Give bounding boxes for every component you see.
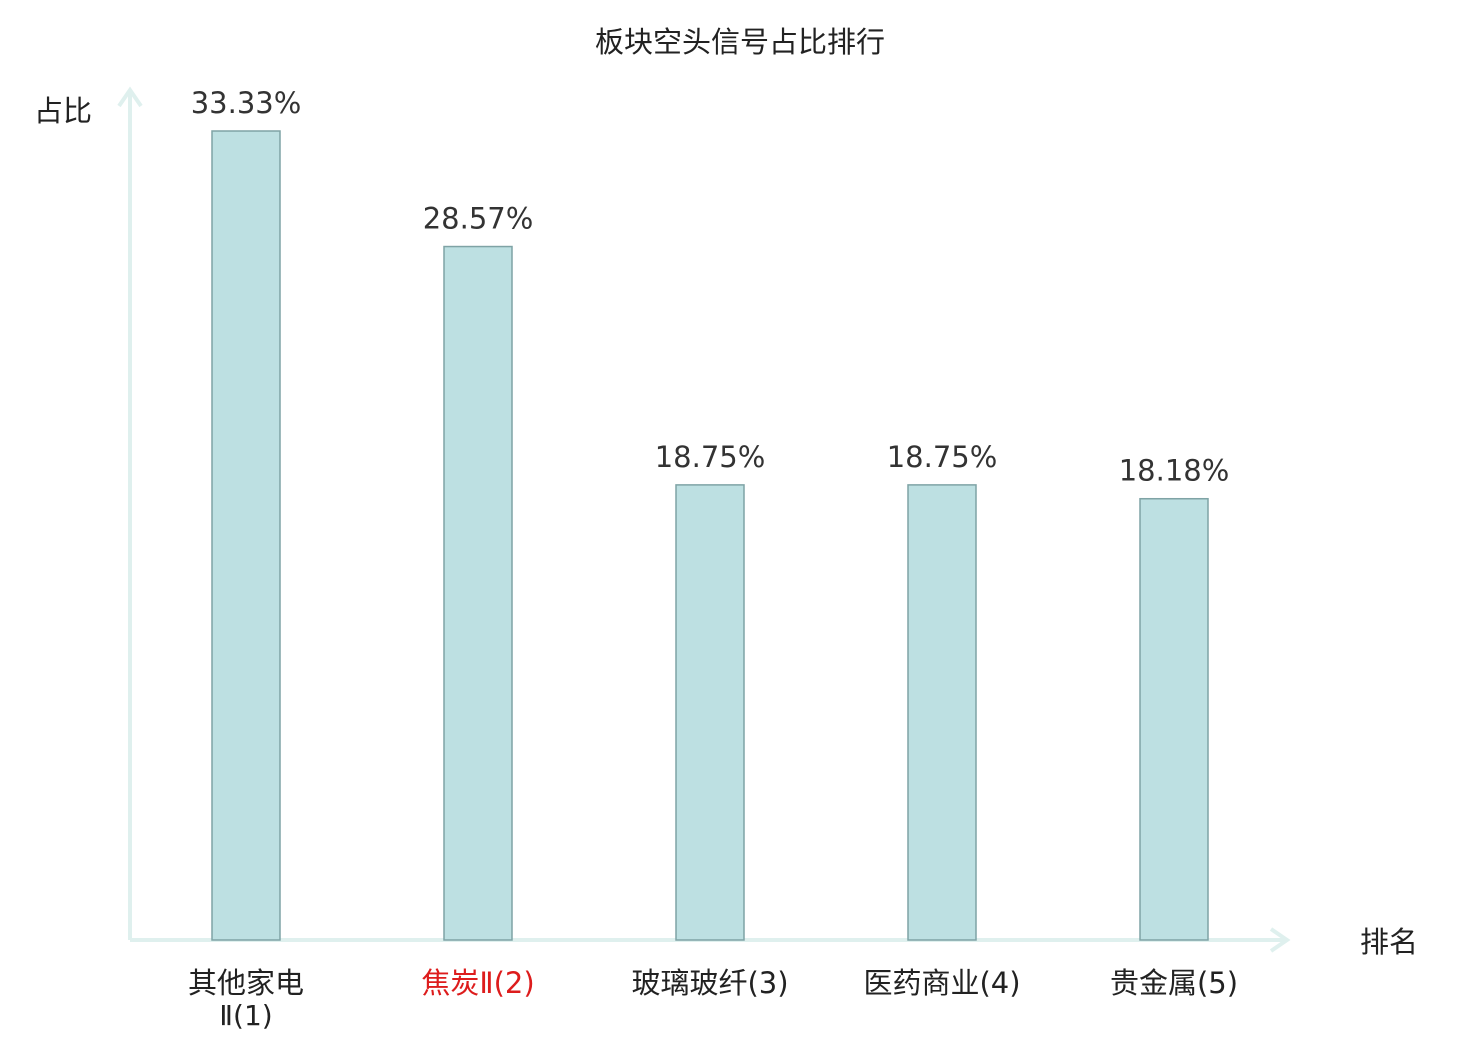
x-tick-label: 贵金属(5) (1110, 966, 1238, 1000)
data-label: 33.33% (191, 86, 302, 120)
x-tick-label: 玻璃玻纤(3) (631, 966, 788, 1000)
bar (675, 484, 745, 941)
bar (211, 130, 281, 941)
x-axis-label: 排名 (1360, 925, 1418, 959)
bar (907, 484, 977, 941)
data-label: 18.75% (887, 440, 998, 474)
value-labels-group: 33.33% 28.57% 18.75% 18.75% 18.18% (191, 86, 1230, 488)
data-label: 18.18% (1119, 454, 1230, 488)
bar (443, 245, 513, 941)
y-axis-arrow (117, 86, 143, 108)
bar (1139, 497, 1209, 941)
x-tick-label-name: 其他家电 (188, 966, 304, 1000)
x-tick-label-rank: (4) (979, 966, 1020, 1000)
x-tick-label-name: 玻璃玻纤 (631, 966, 747, 1000)
x-tick-label-rank: (3) (747, 966, 788, 1000)
svg-text:玻璃玻纤(3): 玻璃玻纤(3) (631, 966, 788, 1000)
y-axis (117, 86, 143, 940)
data-label: 18.75% (655, 440, 766, 474)
data-label: 28.57% (423, 202, 534, 236)
chart-title: 板块空头信号占比排行 (595, 25, 885, 59)
x-tick-label-rank: Ⅱ(1) (219, 999, 272, 1032)
x-tick-label-rank: Ⅱ(2) (479, 966, 534, 1000)
x-tick-label: 医药商业(4) (863, 966, 1020, 1000)
svg-text:医药商业(4): 医药商业(4) (863, 966, 1020, 1000)
x-tick-label-name: 焦炭 (421, 966, 479, 1000)
y-axis-label: 占比 (34, 94, 92, 128)
x-tick-label-name: 贵金属 (1110, 966, 1197, 1000)
x-tick-label-name: 医药商业 (863, 966, 979, 1000)
x-tick-label: 焦炭Ⅱ(2) (421, 966, 534, 1000)
svg-text:焦炭Ⅱ(2): 焦炭Ⅱ(2) (421, 966, 534, 1000)
x-axis-arrow (1269, 927, 1291, 953)
svg-text:贵金属(5): 贵金属(5) (1110, 966, 1238, 1000)
x-tick-label-rank: (5) (1197, 966, 1238, 1000)
bars-group (211, 130, 1209, 941)
